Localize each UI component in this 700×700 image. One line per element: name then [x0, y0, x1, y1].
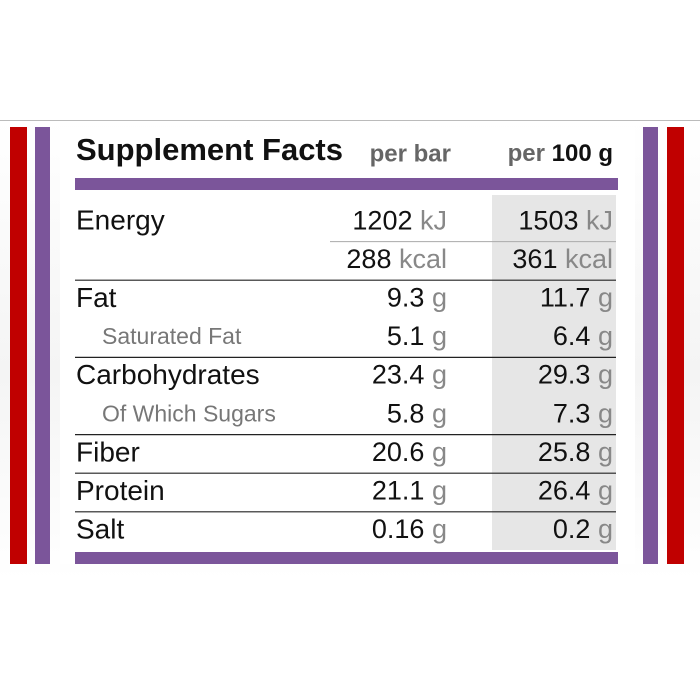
value: 23.4 g: [372, 360, 447, 390]
column-shade: [492, 195, 616, 550]
amount: 29.3: [538, 360, 591, 390]
amount: 0.2: [553, 514, 591, 544]
amount: 1202: [352, 205, 412, 235]
unit: g: [432, 321, 447, 351]
unit: g: [432, 437, 447, 467]
amount: 0.16: [372, 514, 425, 544]
amount: 23.4: [372, 360, 425, 390]
rule: [75, 552, 618, 564]
amount: 26.4: [538, 476, 591, 506]
unit: g: [432, 283, 447, 313]
amount: 7.3: [553, 398, 591, 428]
unit: g: [598, 514, 613, 544]
value: 29.3 g: [538, 360, 613, 390]
value: 0.16 g: [372, 514, 447, 544]
amount: 361: [512, 244, 557, 274]
row-label: Fat: [76, 282, 117, 313]
unit: g: [432, 514, 447, 544]
value: 7.3 g: [553, 398, 613, 428]
unit: g: [598, 321, 613, 351]
col1-header: per bar: [370, 140, 451, 167]
col2-amount: 100 g: [552, 140, 613, 167]
unit: g: [598, 360, 613, 390]
unit: kJ: [420, 205, 447, 235]
row-label: Protein: [76, 475, 165, 506]
unit: g: [598, 283, 613, 313]
value: 20.6 g: [372, 437, 447, 467]
value: 5.1 g: [387, 321, 447, 351]
value: 11.7 g: [540, 283, 613, 313]
amount: 5.1: [387, 321, 425, 351]
rule: [75, 178, 618, 190]
unit: kcal: [399, 244, 447, 274]
col2-header: per 100 g: [508, 140, 613, 167]
amount: 20.6: [372, 437, 425, 467]
amount: 25.8: [538, 437, 591, 467]
unit: g: [432, 360, 447, 390]
value: 6.4 g: [553, 321, 613, 351]
unit: kcal: [565, 244, 613, 274]
unit: kJ: [586, 205, 613, 235]
value: 288 kcal: [346, 244, 447, 274]
unit: g: [598, 476, 613, 506]
amount: 9.3: [387, 283, 425, 313]
title: Supplement Facts: [76, 132, 343, 167]
value: 1503 kJ: [518, 205, 613, 235]
row-label: Carbohydrates: [76, 359, 260, 390]
amount: 11.7: [540, 283, 591, 313]
amount: 6.4: [553, 321, 591, 351]
unit: g: [432, 398, 447, 428]
row-label: Energy: [76, 205, 165, 236]
unit: g: [598, 398, 613, 428]
value: 25.8 g: [538, 437, 613, 467]
purple-stripe: [35, 127, 50, 564]
value: 361 kcal: [512, 244, 613, 274]
amount: 21.1: [372, 476, 425, 506]
purple-stripe: [643, 127, 658, 564]
row-label: Salt: [76, 513, 124, 544]
amount: 5.8: [387, 398, 425, 428]
col2-prefix: per: [508, 140, 545, 167]
amount: 288: [346, 244, 391, 274]
unit: g: [432, 476, 447, 506]
value: 26.4 g: [538, 476, 613, 506]
red-stripe: [10, 127, 27, 564]
sub-label: Saturated Fat: [102, 323, 242, 349]
value: 9.3 g: [387, 283, 447, 313]
value: 5.8 g: [387, 398, 447, 428]
red-stripe: [667, 127, 684, 564]
value: 1202 kJ: [352, 205, 447, 235]
value: 21.1 g: [372, 476, 447, 506]
sub-label: Of Which Sugars: [102, 400, 276, 426]
value: 0.2 g: [553, 514, 613, 544]
amount: 1503: [518, 205, 578, 235]
unit: g: [598, 437, 613, 467]
row-label: Fiber: [76, 436, 140, 467]
